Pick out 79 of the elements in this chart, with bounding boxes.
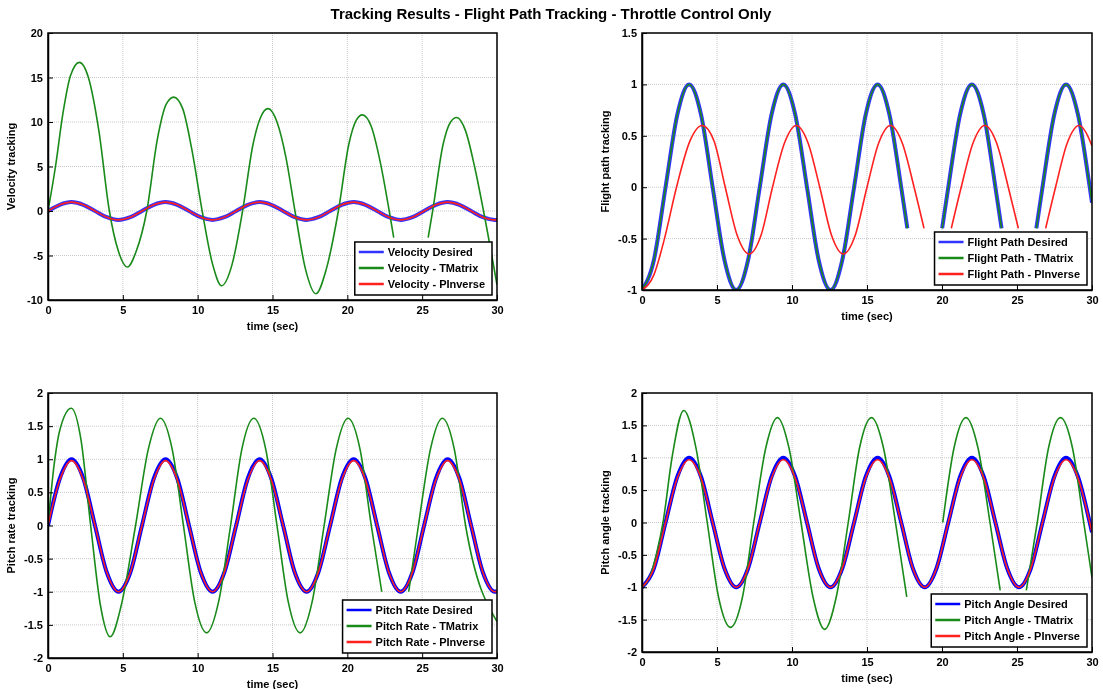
y-tick-label: 10	[30, 116, 43, 129]
x-tick-label: 15	[266, 661, 280, 674]
y-tick-label: 0.5	[621, 129, 637, 142]
x-tick-label: 0	[639, 293, 646, 306]
y-tick-label: 15	[30, 71, 43, 84]
legend-label: Pitch Rate Desired	[375, 604, 473, 616]
x-tick-label: 25	[1011, 655, 1024, 668]
y-tick-label: -10	[27, 294, 43, 307]
x-tick-label: 10	[786, 655, 799, 668]
y-tick-label: -1	[627, 284, 637, 297]
y-tick-label: -0.5	[618, 232, 637, 245]
x-tick-label: 30	[1086, 655, 1099, 668]
x-tick-label: 10	[192, 303, 205, 316]
legend-label: Pitch Rate - PInverse	[375, 636, 485, 648]
y-tick-label: 1.5	[621, 27, 637, 40]
x-tick-label: 20	[936, 655, 949, 668]
x-tick-label: 30	[491, 303, 504, 316]
x-tick-label: 15	[861, 655, 874, 668]
x-tick-label: 0	[45, 661, 52, 674]
x-tick-label: 25	[1011, 293, 1024, 306]
x-tick-label: 0	[639, 655, 646, 668]
legend-label: Flight Path Desired	[967, 236, 1068, 248]
y-tick-label: 1.5	[27, 420, 43, 433]
x-tick-label: 20	[341, 661, 354, 674]
x-tick-label: 5	[120, 303, 127, 316]
x-tick-label: 10	[192, 661, 205, 674]
y-axis-title: Flight path tracking	[599, 110, 611, 213]
x-tick-label: 15	[266, 303, 280, 316]
x-tick-label: 20	[341, 303, 354, 316]
y-tick-label: 0	[630, 181, 637, 194]
x-tick-label: 5	[714, 655, 721, 668]
x-tick-label: 30	[491, 661, 504, 674]
y-tick-label: 1	[630, 78, 637, 91]
legend-label: Pitch Rate - TMatrix	[375, 620, 480, 632]
x-tick-label: 5	[714, 293, 721, 306]
x-tick-label: 10	[786, 293, 799, 306]
y-tick-label: 5	[36, 160, 43, 173]
y-tick-label: 1.5	[621, 419, 637, 432]
y-tick-label: 1	[630, 451, 637, 464]
legend-label: Flight Path - TMatrix	[967, 252, 1075, 264]
legend-label: Pitch Angle - TMatrix	[964, 614, 1075, 626]
legend-label: Velocity - TMatrix	[387, 262, 480, 274]
y-tick-label: 0	[36, 205, 43, 218]
legend-label: Pitch Angle - PInverse	[964, 630, 1080, 642]
y-axis-title: Velocity tracking	[5, 122, 17, 211]
y-tick-label: -1	[627, 581, 637, 594]
y-tick-label: -2	[33, 652, 43, 665]
text: Tracking Results - Flight Path Tracking - Throttle Control Only	[330, 5, 773, 22]
x-axis-title: time (sec)	[246, 320, 299, 332]
y-axis-title: Pitch angle tracking	[599, 470, 611, 575]
y-tick-label: 0.5	[27, 486, 43, 499]
x-axis-title: time (sec)	[841, 672, 894, 684]
x-axis-title: time (sec)	[841, 310, 894, 322]
x-tick-label: 5	[120, 661, 127, 674]
x-tick-label: 20	[936, 293, 949, 306]
legend-label: Flight Path - PInverse	[967, 268, 1080, 280]
y-tick-label: -1.5	[24, 618, 43, 631]
legend-label: Pitch Angle Desired	[964, 598, 1068, 610]
legend-label: Velocity Desired	[387, 246, 473, 258]
x-tick-label: 30	[1086, 293, 1099, 306]
y-tick-label: 1	[36, 453, 43, 466]
y-tick-label: 2	[630, 387, 637, 400]
x-tick-label: 0	[45, 303, 52, 316]
y-tick-label: 0.5	[621, 484, 637, 497]
y-tick-label: -5	[33, 249, 43, 262]
y-tick-label: 0	[630, 516, 637, 529]
y-tick-label: -0.5	[618, 548, 637, 561]
y-tick-label: -1	[33, 585, 43, 598]
y-tick-label: 2	[36, 387, 43, 400]
y-tick-label: 0	[36, 519, 43, 532]
legend-label: Velocity - PInverse	[387, 278, 485, 290]
y-tick-label: -1.5	[618, 613, 637, 626]
y-tick-label: -2	[627, 646, 637, 659]
x-tick-label: 25	[416, 303, 429, 316]
x-tick-label: 15	[861, 293, 874, 306]
y-tick-label: 20	[30, 27, 43, 40]
y-axis-title: Pitch rate tracking	[5, 477, 17, 574]
x-tick-label: 25	[416, 661, 429, 674]
y-tick-label: -0.5	[24, 552, 43, 565]
